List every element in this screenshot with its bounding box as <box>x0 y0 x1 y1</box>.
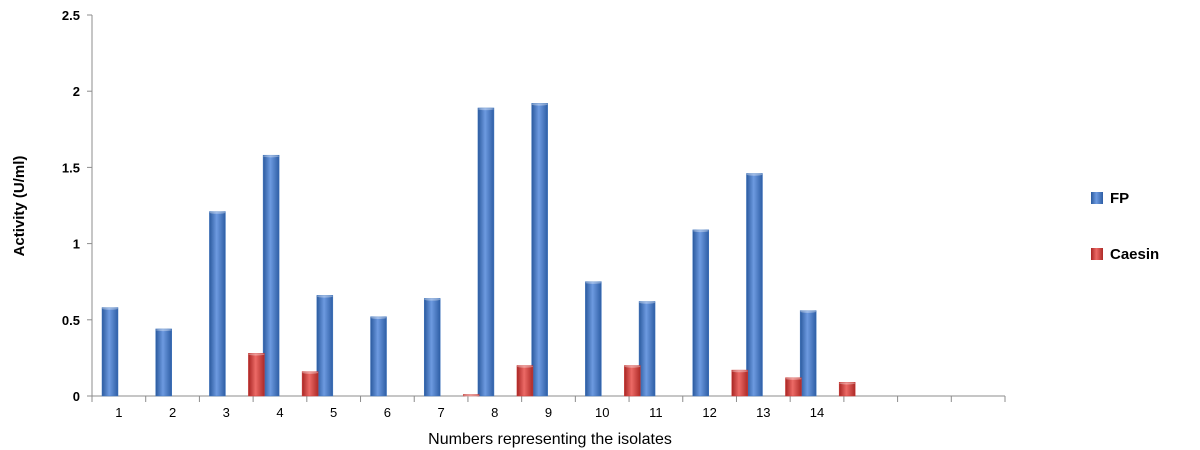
bar-cap <box>731 369 748 373</box>
bar-fp-13 <box>746 173 763 397</box>
bar-caesin-4 <box>301 371 319 397</box>
legend-item-caesin: Caesin <box>1091 246 1159 263</box>
bar-fp-2 <box>155 328 172 397</box>
bar-cap <box>155 328 172 332</box>
bar-cap <box>585 281 602 284</box>
legend-swatch-caesin <box>1091 248 1103 260</box>
x-tick-label: 3 <box>223 405 230 420</box>
x-tick-label: 6 <box>384 405 391 420</box>
y-tick-label: 1 <box>73 237 80 252</box>
bar-fp-4 <box>262 154 280 397</box>
bar-fp-9 <box>531 103 548 397</box>
bar-cap <box>477 107 494 111</box>
x-tick-label: 9 <box>545 405 552 420</box>
bar-fp-12 <box>692 229 710 397</box>
x-axis-title: Numbers representing the isolates <box>428 431 672 448</box>
y-axis-title: Activity (U/ml) <box>11 156 28 257</box>
bar-cap <box>785 377 802 380</box>
bar-cap <box>839 382 856 385</box>
y-tick-label: 1.5 <box>62 160 80 175</box>
bar-cap <box>424 298 441 301</box>
x-tick-label: 4 <box>276 405 283 420</box>
bar-cap <box>639 301 656 304</box>
x-tick-label: 14 <box>810 405 824 420</box>
bar-fp-1 <box>101 307 119 397</box>
x-tick-label: 12 <box>702 405 716 420</box>
bar-cap <box>102 307 118 310</box>
x-tick-label: 7 <box>437 405 444 420</box>
y-tick-label: 0.5 <box>62 313 80 328</box>
bar-cap <box>370 316 387 319</box>
bar-cap <box>531 103 548 106</box>
bars <box>101 103 856 397</box>
bar-caesin-10 <box>624 365 641 397</box>
bar-caesin-7 <box>462 394 480 397</box>
tick-labels: 00.511.522.51 2 3 4 5 6 7 8 9 10 11 12 13 14 <box>62 8 824 420</box>
legend: FP Caesin <box>1091 190 1159 263</box>
bar-cap <box>692 229 709 233</box>
bar-cap <box>248 353 265 356</box>
bar-fp-11 <box>638 301 656 397</box>
bar-caesin-14 <box>838 382 856 397</box>
bar-cap <box>302 371 319 374</box>
bar-caesin-13 <box>785 377 802 397</box>
bar-fp-7 <box>423 298 441 397</box>
bar-cap <box>746 173 763 176</box>
bar-cap <box>463 394 480 397</box>
bar-fp-3 <box>209 211 226 397</box>
bar-caesin-3 <box>248 353 265 397</box>
x-tick-label: 11 <box>649 405 663 420</box>
bar-fp-14 <box>799 310 817 397</box>
x-tick-label: 5 <box>330 405 337 420</box>
bar-cap <box>209 211 226 214</box>
bar-fp-10 <box>585 281 602 397</box>
bar-caesin-12 <box>731 369 749 397</box>
x-tick-label: 1 <box>115 405 122 420</box>
bar-fp-5 <box>316 295 334 397</box>
x-tick-label: 2 <box>169 405 176 420</box>
legend-item-fp: FP <box>1091 190 1129 207</box>
bar-cap <box>800 310 817 313</box>
bar-caesin-8 <box>516 365 534 397</box>
y-tick-label: 2.5 <box>62 8 80 23</box>
legend-label-fp: FP <box>1110 190 1129 207</box>
x-tick-label: 13 <box>756 405 770 420</box>
bar-fp-6 <box>370 316 387 397</box>
legend-label-caesin: Caesin <box>1110 246 1159 263</box>
bar-cap <box>263 155 280 158</box>
bar-cap <box>316 295 333 298</box>
bar-cap <box>624 365 641 368</box>
y-tick-label: 0 <box>73 389 80 404</box>
bar-cap <box>516 365 533 368</box>
legend-swatch-fp <box>1091 192 1103 204</box>
x-tick-label: 10 <box>595 405 609 420</box>
y-tick-label: 2 <box>73 84 80 99</box>
bar-fp-8 <box>477 107 495 397</box>
x-tick-label: 8 <box>491 405 498 420</box>
